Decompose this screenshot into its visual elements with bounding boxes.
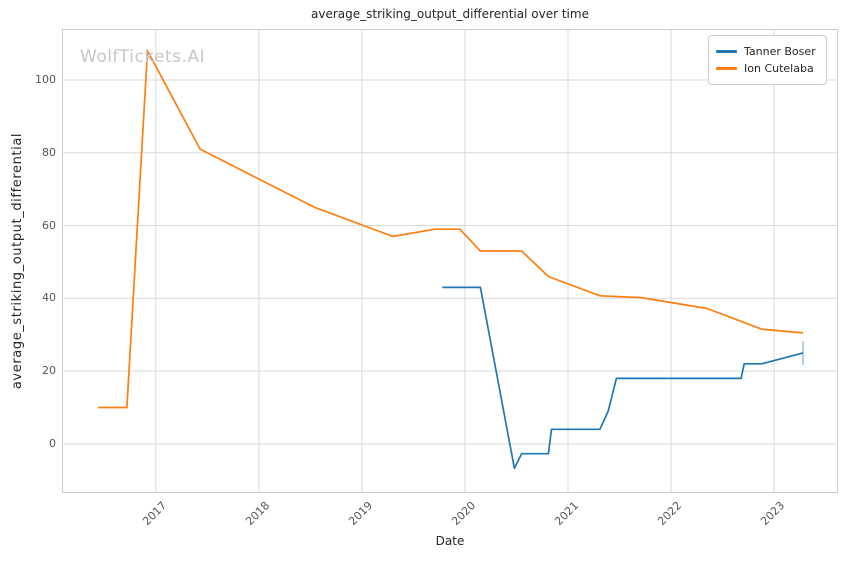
watermark: WolfTickets.AI	[80, 47, 206, 67]
chart-title: average_striking_output_differential ove…	[311, 7, 589, 21]
series-lines	[98, 49, 804, 470]
y-tick-label: 60	[42, 218, 56, 232]
legend-line-swatch-orange	[716, 67, 737, 70]
legend-line-swatch-blue	[716, 50, 737, 53]
gridlines	[62, 29, 838, 493]
series-line-tanner-boser	[442, 286, 804, 470]
y-tick-label: 0	[49, 436, 56, 450]
y-tick-label: 40	[42, 291, 56, 305]
y-tick-label: 20	[42, 364, 56, 378]
legend-label: Tanner Boser	[744, 45, 816, 58]
legend-item-tanner-boser: Tanner Boser	[716, 44, 817, 59]
legend-item-ion-cutelaba: Ion Cutelaba	[716, 61, 817, 76]
plot-area	[62, 29, 838, 493]
y-tick-label: 100	[35, 72, 56, 86]
x-axis-label: Date	[435, 534, 465, 548]
legend-label: Ion Cutelaba	[744, 62, 814, 75]
legend: Tanner Boser Ion Cutelaba	[708, 35, 827, 85]
series-line-ion-cutelaba	[98, 49, 804, 409]
y-tick-label: 80	[42, 145, 56, 159]
